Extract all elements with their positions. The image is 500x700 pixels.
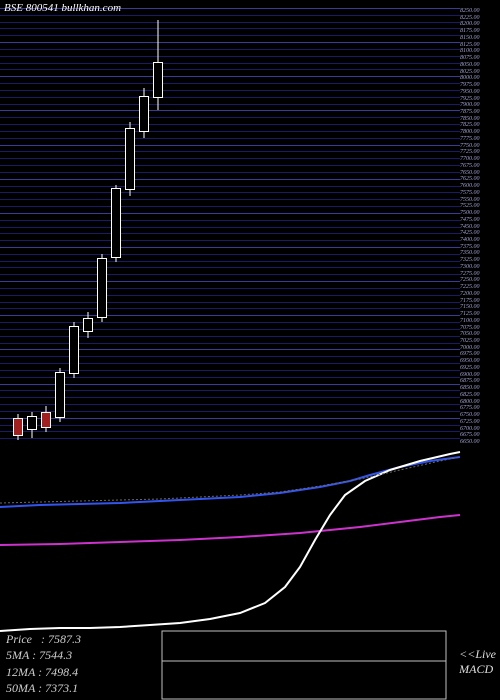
ma5-value: 7544.3 — [39, 648, 72, 662]
ma50-value: 7373.1 — [45, 681, 78, 695]
ma12-row: 12MA : 7498.4 — [6, 664, 174, 680]
price-row: Price : 7587.3 — [6, 631, 174, 647]
chart-title: BSE 800541 bullkhan.com — [4, 2, 121, 14]
ma5-label: 5MA — [6, 648, 29, 662]
live-macd-label: <<Live MACD — [459, 647, 496, 676]
indicator-panel: Price : 7587.3 5MA : 7544.3 12MA : 7498.… — [0, 445, 500, 700]
ma12-value: 7498.4 — [45, 665, 78, 679]
ma50-row: 50MA : 7373.1 — [6, 680, 174, 696]
price-chart: BSE 800541 bullkhan.com 8250.008225.0082… — [0, 0, 500, 445]
info-box: Price : 7587.3 5MA : 7544.3 12MA : 7498.… — [0, 627, 180, 700]
ma12-label: 12MA — [6, 665, 35, 679]
ma50-label: 50MA — [6, 681, 35, 695]
price-label: Price — [6, 632, 32, 646]
price-value: 7587.3 — [48, 632, 81, 646]
ma5-row: 5MA : 7544.3 — [6, 647, 174, 663]
y-axis-labels: 8250.008225.008200.008175.008150.008125.… — [460, 8, 498, 445]
